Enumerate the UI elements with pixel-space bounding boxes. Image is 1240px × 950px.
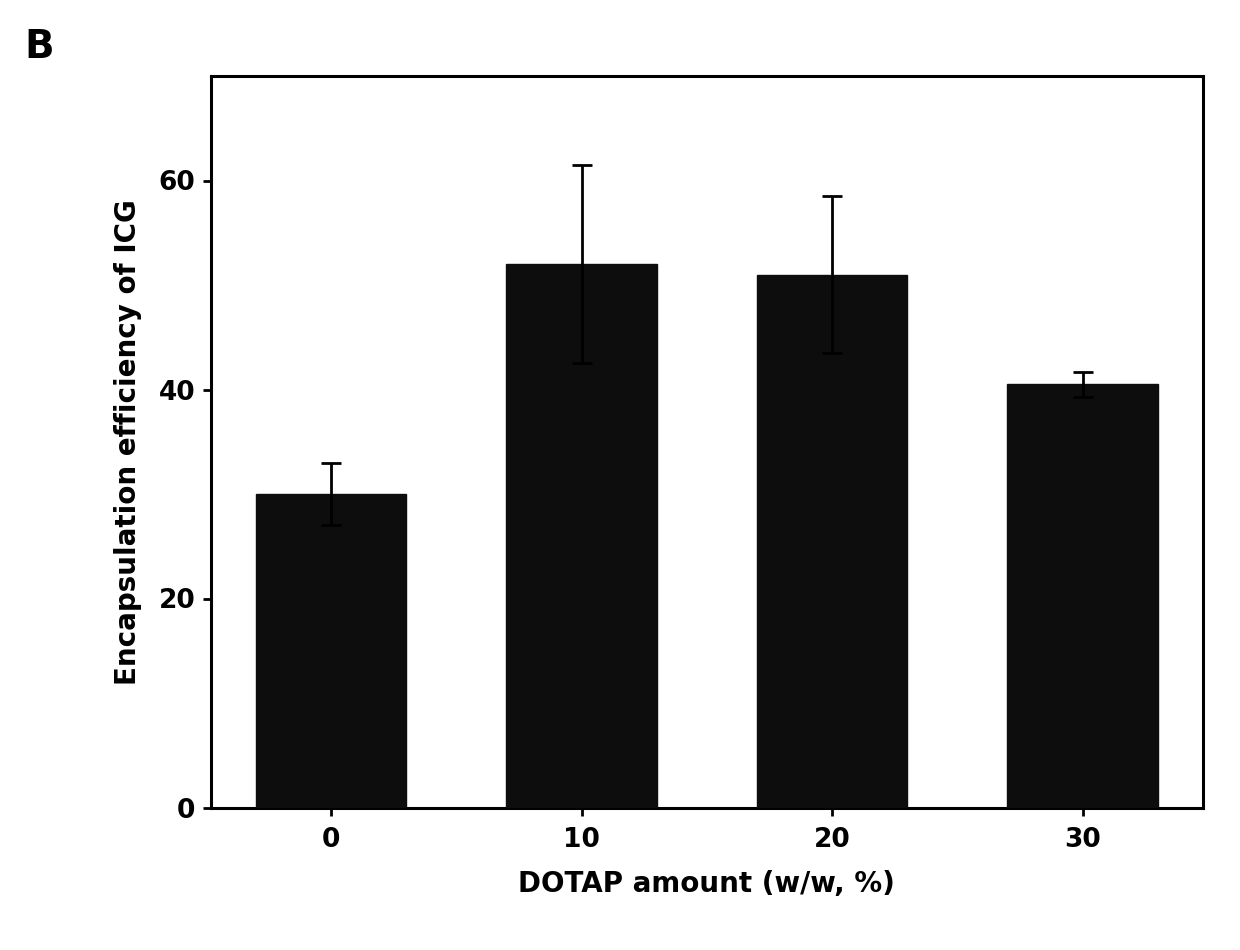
X-axis label: DOTAP amount (w/w, %): DOTAP amount (w/w, %) <box>518 869 895 898</box>
Bar <box>756 275 908 807</box>
Bar <box>1007 384 1158 808</box>
Bar <box>506 264 657 808</box>
Bar <box>255 494 407 808</box>
Text: B: B <box>25 28 55 66</box>
Y-axis label: Encapsulation efficiency of ICG: Encapsulation efficiency of ICG <box>114 199 143 685</box>
